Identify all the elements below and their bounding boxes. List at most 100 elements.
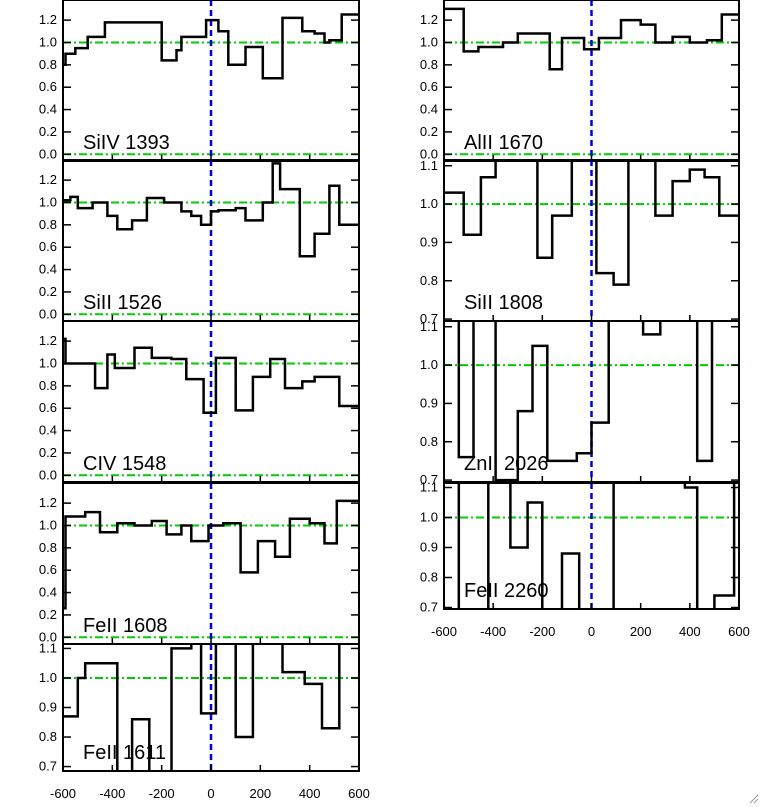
y-tick-label: 1.1 <box>39 640 57 655</box>
y-tick-label: 1.0 <box>420 510 438 525</box>
y-tick-label: 0.8 <box>420 570 438 585</box>
spectrum-line <box>444 7 739 71</box>
ion-label: FeII 1611 <box>83 742 166 764</box>
panel-alii-1670: 0.0 0.2 0.4 0.6 0.8 1.0 1.2 AlII 1670 <box>420 0 740 162</box>
y-tick-label: 1.2 <box>39 333 57 348</box>
x-axis-right: -600 -400 -200 0 200 400 600 <box>431 624 750 639</box>
y-tick-label: 0.6 <box>39 562 57 577</box>
y-tick-label: 1.0 <box>39 34 57 49</box>
y-tick-label: 0.9 <box>420 540 438 555</box>
spectrum-line <box>63 337 359 414</box>
y-tick-label: 1.2 <box>39 172 57 187</box>
x-tick-label: -600 <box>50 786 76 801</box>
y-tick-label: 0.4 <box>39 262 57 277</box>
spectrum-line <box>63 644 341 771</box>
y-tick-label: 1.1 <box>420 480 438 495</box>
ion-label: SiIV 1393 <box>83 132 170 154</box>
y-tick-label: 0.2 <box>39 124 57 139</box>
x-tick-label: 600 <box>728 624 750 639</box>
ion-label: AlII 1670 <box>464 132 543 154</box>
x-tick-label: 400 <box>679 624 701 639</box>
panel-civ-1548: 0.0 0.2 0.4 0.6 0.8 1.0 1.2 CIV 1548 <box>39 320 360 483</box>
y-tick-label: 0.2 <box>39 445 57 460</box>
y-tick-label: 0.2 <box>39 284 57 299</box>
y-tick-label: 1.1 <box>420 319 438 334</box>
panel-feii-1611: 0.7 0.8 0.9 1.0 1.1 FeII 1611 <box>39 640 360 774</box>
ion-label: SiII 1526 <box>83 292 162 314</box>
x-tick-label: 400 <box>299 786 321 801</box>
spectrum-line <box>457 483 736 609</box>
x-axis-left: -600 -400 -200 0 200 400 600 <box>50 786 370 801</box>
y-tick-label: 1.2 <box>39 495 57 510</box>
y-tick-label: 0.8 <box>39 57 57 72</box>
y-tick-label: 1.2 <box>39 12 57 27</box>
panel-feii-1608: 0.0 0.2 0.4 0.6 0.8 1.0 1.2 FeII 1608 <box>39 482 360 645</box>
y-tick-label: 0.8 <box>39 217 57 232</box>
y-tick-label: 0.8 <box>420 273 438 288</box>
y-tick-label: 1.0 <box>420 34 438 49</box>
y-tick-label: 0.8 <box>39 540 57 555</box>
y-tick-label: 0.4 <box>39 423 57 438</box>
y-tick-label: 1.1 <box>420 158 438 173</box>
spectrum-line <box>444 160 739 286</box>
y-tick-label: 1.0 <box>420 357 438 372</box>
ion-label: SiII 1808 <box>464 292 543 314</box>
ion-label: FeII 2260 <box>464 580 549 602</box>
y-tick-label: 1.0 <box>39 355 57 370</box>
resize-grip-icon <box>749 794 759 804</box>
y-tick-label: 0.0 <box>420 146 438 161</box>
x-tick-label: -400 <box>480 624 506 639</box>
y-tick-label: 0.4 <box>39 585 57 600</box>
x-tick-label: 0 <box>588 624 595 639</box>
y-tick-label: 0.0 <box>39 146 57 161</box>
y-tick-label: 0.4 <box>39 102 57 117</box>
y-tick-label: 0.2 <box>39 607 57 622</box>
spectrum-line <box>457 321 714 482</box>
y-tick-label: 0.9 <box>39 700 57 715</box>
y-tick-label: 0.9 <box>420 234 438 249</box>
x-axis-layer: -600 -400 -200 0 200 400 600 -600 -400 -200 0 200 40… <box>50 624 750 801</box>
y-tick-label: 0.8 <box>39 729 57 744</box>
x-tick-label: 200 <box>249 786 271 801</box>
x-tick-label: -400 <box>99 786 125 801</box>
spectrum-line <box>63 162 359 258</box>
y-tick-label: 0.6 <box>39 79 57 94</box>
y-tick-label: 0.6 <box>39 239 57 254</box>
x-tick-label: -200 <box>529 624 555 639</box>
ion-label: ZnII 2026 <box>464 453 549 475</box>
y-tick-label: 0.9 <box>420 395 438 410</box>
ion-label: FeII 1608 <box>83 615 168 637</box>
spectrum-line <box>63 499 359 610</box>
spectrum-line <box>63 13 359 80</box>
y-tick-label: 0.0 <box>39 629 57 644</box>
y-tick-label: 1.2 <box>420 12 438 27</box>
y-tick-label: 0.6 <box>420 79 438 94</box>
y-tick-label: 0.2 <box>420 124 438 139</box>
y-tick-label: 0.0 <box>39 467 57 482</box>
y-tick-label: 0.7 <box>39 759 57 774</box>
panel-znii-2026: 0.7 0.8 0.9 1.0 1.1 ZnII 2026 <box>420 319 740 487</box>
y-tick-label: 0.8 <box>39 378 57 393</box>
y-tick-label: 0.7 <box>420 600 438 615</box>
y-tick-label: 1.0 <box>39 517 57 532</box>
x-tick-label: -600 <box>431 624 457 639</box>
y-tick-label: 1.0 <box>39 670 57 685</box>
panel-siiv-1393: 0.0 0.2 0.4 0.6 0.8 1.0 1.2 SiIV 1393 <box>39 0 360 162</box>
x-tick-label: -200 <box>149 786 175 801</box>
y-tick-label: 0.0 <box>39 306 57 321</box>
y-tick-label: 0.7 <box>420 311 438 326</box>
y-tick-label: 1.0 <box>420 196 438 211</box>
y-tick-label: 0.8 <box>420 57 438 72</box>
x-tick-label: 0 <box>207 786 214 801</box>
ion-label: CIV 1548 <box>83 453 166 475</box>
x-tick-label: 600 <box>348 786 370 801</box>
y-tick-label: 0.7 <box>420 472 438 487</box>
panel-siii-1808: 0.7 0.8 0.9 1.0 1.1 SiII 1808 <box>420 158 740 326</box>
x-tick-label: 200 <box>630 624 652 639</box>
y-tick-label: 0.8 <box>420 434 438 449</box>
panel-siii-1526: 0.0 0.2 0.4 0.6 0.8 1.0 1.2 SiII 1526 <box>39 159 360 322</box>
y-tick-label: 1.0 <box>39 194 57 209</box>
y-tick-label: 0.6 <box>39 400 57 415</box>
